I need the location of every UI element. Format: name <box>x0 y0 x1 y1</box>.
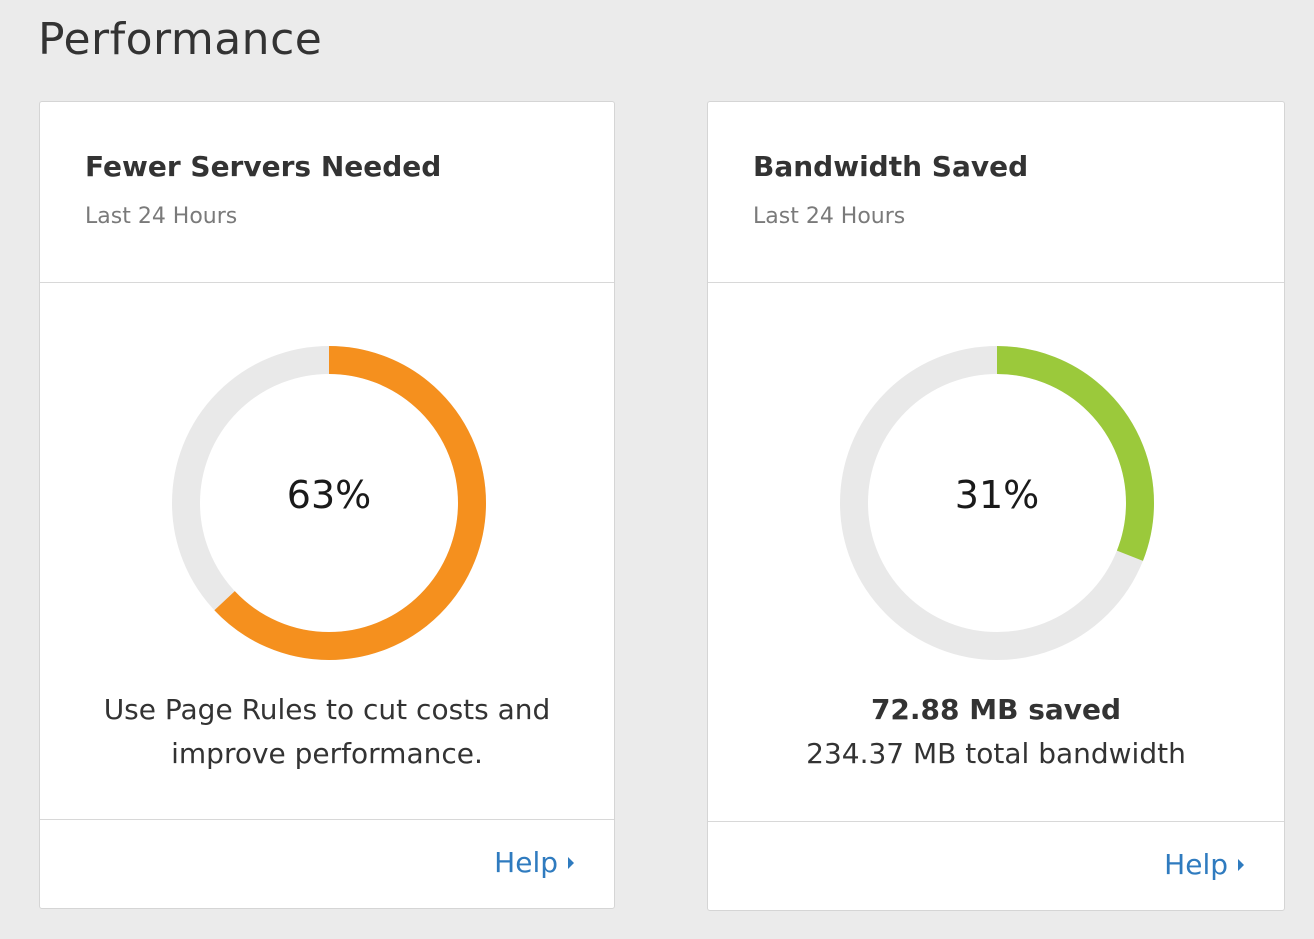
card-subtitle: Last 24 Hours <box>85 204 238 229</box>
card-title: Bandwidth Saved <box>753 150 1029 183</box>
message-line: Use Page Rules to cut costs and <box>103 693 551 726</box>
total-bandwidth: 234.37 MB total bandwidth <box>806 737 1186 770</box>
card-footer: Help <box>40 819 614 908</box>
donut-percent-label: 31% <box>954 473 1040 517</box>
donut-chart: 31% <box>837 343 1157 663</box>
fewer-servers-card: Fewer Servers Needed Last 24 Hours 63% U… <box>39 101 615 909</box>
card-stats: 72.88 MB saved 234.37 MB total bandwidth <box>708 688 1284 776</box>
help-label: Help <box>494 846 558 879</box>
card-message: Use Page Rules to cut costs and improve … <box>40 688 614 776</box>
help-link[interactable]: Help <box>1164 848 1244 881</box>
help-label: Help <box>1164 848 1228 881</box>
caret-right-icon <box>568 856 574 869</box>
bandwidth-saved-card: Bandwidth Saved Last 24 Hours 31% 72.88 … <box>707 101 1285 911</box>
card-footer: Help <box>708 821 1284 910</box>
card-title: Fewer Servers Needed <box>85 150 442 183</box>
caret-right-icon <box>1238 858 1244 871</box>
donut-chart: 63% <box>169 343 489 663</box>
card-header: Fewer Servers Needed Last 24 Hours <box>40 102 614 283</box>
message-line: improve performance. <box>171 737 483 770</box>
saved-amount: 72.88 MB saved <box>870 693 1122 726</box>
donut-percent-label: 63% <box>286 473 372 517</box>
donut-progress-arc <box>840 346 1154 660</box>
card-subtitle: Last 24 Hours <box>753 204 906 229</box>
donut-progress-arc <box>172 346 486 660</box>
page-title: Performance <box>38 14 323 65</box>
donut-svg <box>172 346 486 660</box>
donut-svg <box>840 346 1154 660</box>
help-link[interactable]: Help <box>494 846 574 879</box>
card-header: Bandwidth Saved Last 24 Hours <box>708 102 1284 283</box>
